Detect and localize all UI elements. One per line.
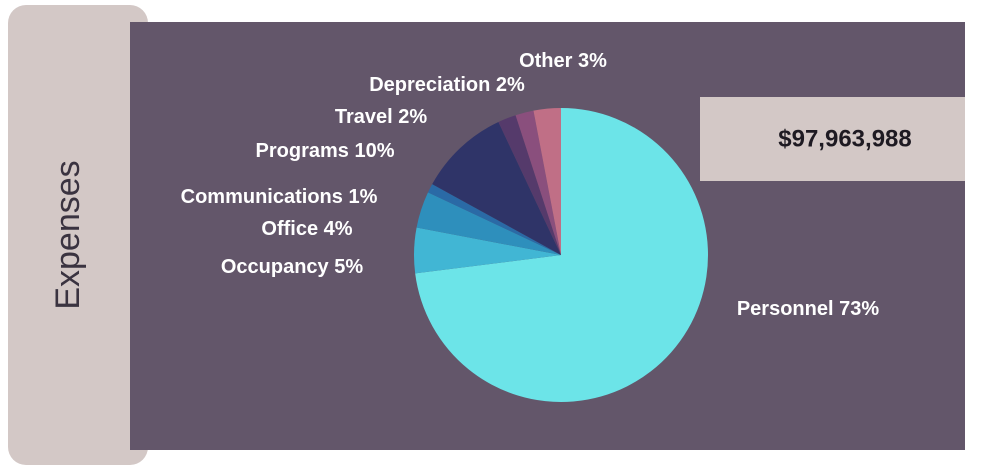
slice-label: Communications 1%	[181, 186, 378, 208]
slice-value: 5%	[334, 256, 363, 278]
slice-value: 1%	[348, 186, 377, 208]
slice-label: Travel 2%	[335, 106, 428, 128]
slice-label: Depreciation 2%	[369, 74, 525, 96]
slice-label: Programs 10%	[256, 140, 395, 162]
slice-label: Other 3%	[519, 50, 607, 72]
slice-name: Communications	[181, 186, 343, 208]
slice-name: Travel	[335, 106, 393, 128]
total-box	[700, 97, 965, 181]
pie-slice	[415, 108, 708, 402]
pie-slice	[498, 115, 561, 255]
slice-label: Personnel 73%	[737, 298, 880, 320]
pie-slice	[414, 227, 561, 274]
slice-value: 3%	[578, 50, 607, 72]
pie-slice	[533, 108, 561, 255]
slice-value: 2%	[398, 106, 427, 128]
slice-name: Personnel	[737, 298, 834, 320]
pie-slice	[416, 192, 561, 255]
slice-name: Depreciation	[369, 74, 490, 96]
slice-name: Programs	[256, 140, 349, 162]
total: $97,963,988	[778, 125, 911, 152]
slice-value: 2%	[496, 74, 525, 96]
chart-title: Expenses	[49, 160, 87, 309]
slice-value: 73%	[839, 298, 879, 320]
side-panel	[8, 5, 148, 465]
pie-slice	[515, 110, 561, 255]
slice-label: Office 4%	[261, 218, 352, 240]
slice-value: 4%	[324, 218, 353, 240]
slice-label: Occupancy 5%	[221, 256, 364, 278]
slice-name: Office	[261, 218, 318, 240]
slice-name: Other	[519, 50, 573, 72]
slice-name: Occupancy	[221, 256, 330, 278]
pie-slice	[427, 184, 561, 255]
slice-value: 10%	[354, 140, 394, 162]
pie-slice	[432, 121, 561, 256]
